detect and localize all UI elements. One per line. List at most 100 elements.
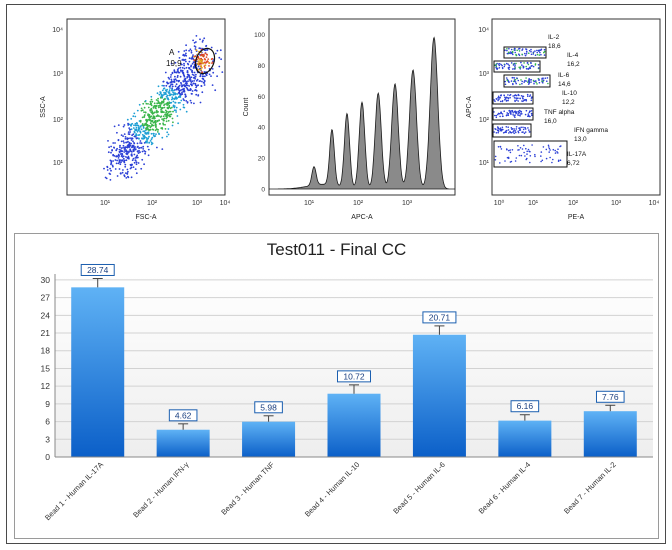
event-dot xyxy=(514,116,516,118)
event-dot xyxy=(525,77,527,79)
event-dot xyxy=(142,137,145,140)
event-dot xyxy=(181,91,183,94)
gate-il10-value: 12,2 xyxy=(562,99,575,106)
event-dot xyxy=(191,80,194,83)
event-dot xyxy=(123,161,126,164)
event-dot xyxy=(150,132,153,135)
event-dot xyxy=(212,71,215,74)
event-dot xyxy=(136,109,139,112)
event-dot xyxy=(557,152,559,154)
event-dot xyxy=(202,81,205,84)
event-dot xyxy=(515,126,518,128)
event-dot xyxy=(541,80,543,82)
histogram-xlabel: APC-A xyxy=(351,214,373,221)
bar-chart: 0 3 6 9 12 15 18 21 24 27 30 28.74 4.62 5.98 10.72 20.… xyxy=(41,263,653,522)
event-dot xyxy=(171,85,174,88)
event-dot xyxy=(528,49,531,52)
event-dot xyxy=(523,132,526,135)
y-tick-label: 21 xyxy=(41,328,51,338)
event-dot xyxy=(126,168,129,171)
event-dot xyxy=(185,100,188,102)
event-dot xyxy=(135,126,138,129)
event-dot xyxy=(148,124,151,127)
event-dot xyxy=(506,79,509,82)
event-dot xyxy=(156,110,158,113)
event-dot xyxy=(162,115,165,118)
event-dot xyxy=(134,168,137,171)
bar-value-labels: 28.74 4.62 5.98 10.72 20.71 6.16 7.76 xyxy=(80,263,625,422)
event-dot xyxy=(151,113,154,115)
event-dot xyxy=(511,68,514,70)
event-dot xyxy=(192,61,195,64)
event-dot xyxy=(141,123,144,125)
event-dot xyxy=(540,151,543,153)
event-dot xyxy=(146,126,149,129)
event-dot xyxy=(204,52,207,55)
event-dot xyxy=(139,131,142,134)
event-dot xyxy=(504,131,506,134)
event-dot xyxy=(174,78,177,81)
event-dot xyxy=(542,82,544,84)
event-dot xyxy=(136,124,138,126)
event-dot xyxy=(185,60,187,63)
event-dot xyxy=(524,113,527,116)
y-tick-label: 27 xyxy=(41,293,51,303)
value-label-box xyxy=(254,401,283,414)
event-dot xyxy=(142,102,145,105)
event-dot xyxy=(189,99,192,102)
event-dot xyxy=(172,110,174,113)
event-dot xyxy=(165,117,168,120)
event-dot xyxy=(195,49,198,52)
event-dot xyxy=(511,109,513,112)
event-dot xyxy=(176,93,179,95)
chart-title: Test011 - Final CC xyxy=(266,240,407,259)
event-dot xyxy=(162,87,165,90)
event-dot xyxy=(199,59,202,62)
event-dot xyxy=(166,106,169,109)
value-label: 5.98 xyxy=(260,402,277,412)
event-dot xyxy=(125,156,127,158)
event-dot xyxy=(507,157,510,160)
event-dot xyxy=(512,112,514,114)
event-dot xyxy=(179,75,182,78)
event-dot xyxy=(203,84,206,86)
event-dot xyxy=(135,133,138,135)
event-dot xyxy=(172,91,175,94)
event-dot xyxy=(167,91,170,93)
event-dot xyxy=(534,50,536,52)
event-dot xyxy=(498,97,500,99)
event-dot xyxy=(161,136,164,139)
event-dot xyxy=(529,150,531,153)
event-dot xyxy=(109,179,112,181)
event-dot xyxy=(208,62,211,64)
event-dot xyxy=(170,80,173,83)
event-dot xyxy=(549,149,551,151)
event-dot xyxy=(110,169,112,172)
event-dot xyxy=(145,128,148,131)
event-dot xyxy=(557,160,560,162)
event-dot xyxy=(199,38,201,41)
bead-plot-panel: 10⁴ 10³ 10² 10¹ 10⁰ 10¹ 10² 10³ 10⁴ PE-A… xyxy=(466,18,661,221)
value-label: 6.16 xyxy=(517,401,534,411)
event-dot xyxy=(530,79,533,81)
event-dot xyxy=(132,150,135,153)
y-tick-label: 6 xyxy=(45,417,50,427)
event-dot xyxy=(190,58,193,60)
event-dot xyxy=(514,79,517,81)
event-dot xyxy=(125,177,128,179)
event-dot xyxy=(219,49,222,52)
event-dot xyxy=(182,72,184,74)
event-dot xyxy=(554,152,557,154)
event-dot xyxy=(185,44,188,47)
event-dot xyxy=(173,70,176,73)
bead-y-tick: 10³ xyxy=(479,71,490,78)
bead-plot-ylabel: APC-A xyxy=(466,96,473,118)
event-dot xyxy=(120,134,123,137)
event-dot xyxy=(139,120,142,123)
event-dot xyxy=(127,133,130,135)
event-dot xyxy=(159,106,162,108)
event-dot xyxy=(112,154,114,157)
event-dot xyxy=(529,110,531,112)
event-dot xyxy=(158,104,161,107)
event-dot xyxy=(520,154,523,157)
